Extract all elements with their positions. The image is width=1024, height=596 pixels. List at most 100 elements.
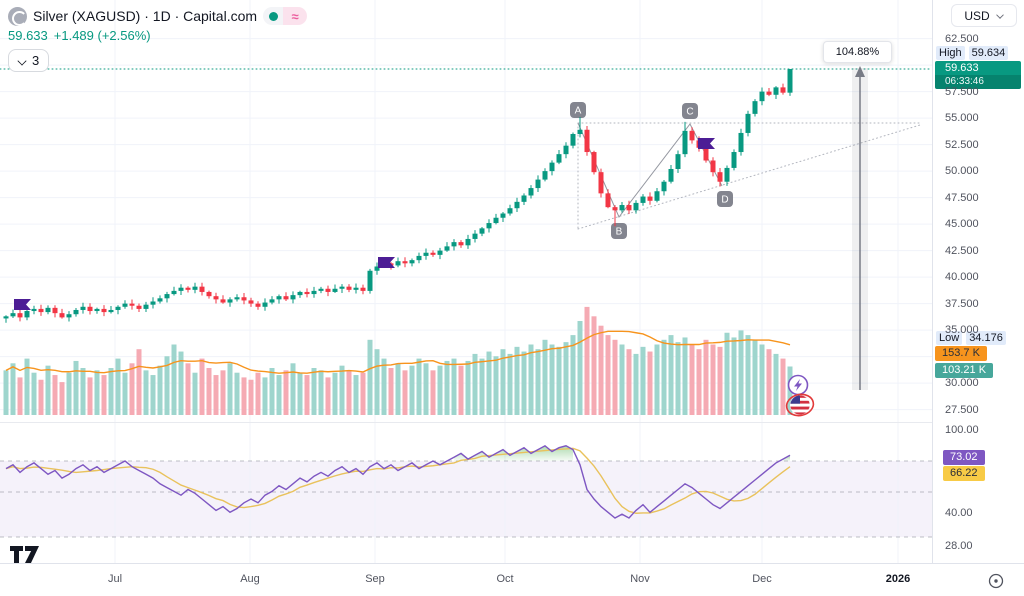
candle-body [332,288,338,292]
us-flag-event-icon[interactable] [790,395,810,415]
candle-body [395,261,401,266]
candle-body [45,307,51,313]
volume-bar [528,344,534,415]
price-tick: 52.500 [945,139,979,151]
price-tick: 37.500 [945,298,979,310]
candle-body [542,171,548,180]
candle-body [241,297,247,301]
low-label: Low [936,330,963,345]
candle-body [318,288,324,291]
candle-body [486,223,492,229]
volume-bar [738,330,744,415]
volume-bar [206,368,212,415]
candle-body [269,299,275,303]
candle-body [640,196,646,203]
volume-bar [143,370,149,415]
candle-body [416,255,422,261]
price-tick: 30.000 [945,377,979,389]
candle-body [752,101,758,114]
volume-bar [535,349,541,415]
market-status[interactable]: ≈ [263,7,308,25]
flag-marker-icon[interactable] [378,257,395,268]
volume-bar [661,339,667,415]
chart-canvas[interactable]: A B C D [0,0,932,563]
time-scale-axis[interactable]: Jul Aug Sep Oct Nov Dec 2026 [0,563,1024,596]
volume-bar [171,344,177,415]
candle-body [409,260,415,264]
volume-bar [367,339,373,415]
volume-bar [339,365,345,415]
pattern-point-label[interactable] [717,191,733,207]
timezone-settings-icon[interactable] [986,571,1006,591]
candle-body [451,242,457,247]
candle-body [773,87,779,95]
volume-bar [381,358,387,415]
candle-body [157,298,163,302]
volume-bar [752,339,758,415]
price-tick: 42.500 [945,245,979,257]
volume-bar [472,353,478,415]
red-circle-annotation[interactable] [785,392,816,418]
candle-body [563,145,569,155]
measure-arrow-head [855,66,865,77]
indicator-tick: 100.00 [945,424,979,436]
symbol-title[interactable]: Silver (XAGUSD) · 1D · Capital.com [33,8,258,24]
volume-bar [465,360,471,415]
candle-body [262,302,268,307]
candle-body [444,246,450,251]
candle-body [549,162,555,172]
volume-bar [360,372,366,415]
pattern-point-label[interactable] [570,102,586,118]
triangle-support-line[interactable] [577,124,921,230]
pattern-point-letter: C [686,107,693,118]
volume-bar [731,337,737,415]
volume-bar [276,375,282,415]
candle-body [199,286,205,292]
volume-bar [87,377,93,415]
current-price-badge: 59.633 06:33:46 [935,61,1021,89]
flag-marker-icon[interactable] [14,299,31,310]
volume-bar [262,377,268,415]
rsi-line[interactable] [5,444,791,519]
currency-selector[interactable]: USD [951,4,1017,27]
candle-body [458,242,464,246]
candle-body [570,134,576,146]
candle-body [507,208,513,214]
volume-bar [157,365,163,415]
candle-body [297,291,303,296]
pattern-point-label[interactable] [611,223,627,239]
candle-body [500,213,506,218]
pane-separator[interactable] [0,422,1024,423]
volume-bar [493,356,499,415]
candle-body [724,167,730,182]
price-scale-axis[interactable]: High 59.634 59.633 06:33:46 Low 34.176 1… [932,0,1024,563]
volume-bar [766,349,772,415]
volume-bar [311,368,317,415]
candle-body [59,313,65,318]
volume-bar [486,351,492,415]
candle-body [682,130,688,155]
candle-body [3,316,9,319]
candle-body [759,91,765,102]
tradingview-logo[interactable] [10,546,40,565]
flag-marker-icon[interactable] [698,138,715,149]
candle-body [472,233,478,239]
volume-bar [556,346,562,415]
volume-bar [248,379,254,415]
pattern-point-label[interactable] [682,103,698,119]
candle-body [122,303,128,307]
market-open-dot-icon [268,11,278,21]
candle-body [437,250,443,255]
candle-body [402,261,408,264]
indicators-collapse-button[interactable]: 3 [8,49,50,72]
measure-percent-label[interactable]: 104.88% [823,41,892,63]
indicators-count: 3 [32,53,40,68]
candle-body [73,309,79,315]
pattern-point-letter: D [721,195,728,206]
pattern-point-letter: B [616,227,623,238]
candle-body [325,288,331,292]
price-chart-pane[interactable]: A B C D Silver (XAGUSD) · 1D · Capital.com … [0,0,932,565]
volume-ma-badge: 153.7 K [935,346,987,361]
currency-label: USD [964,8,990,23]
